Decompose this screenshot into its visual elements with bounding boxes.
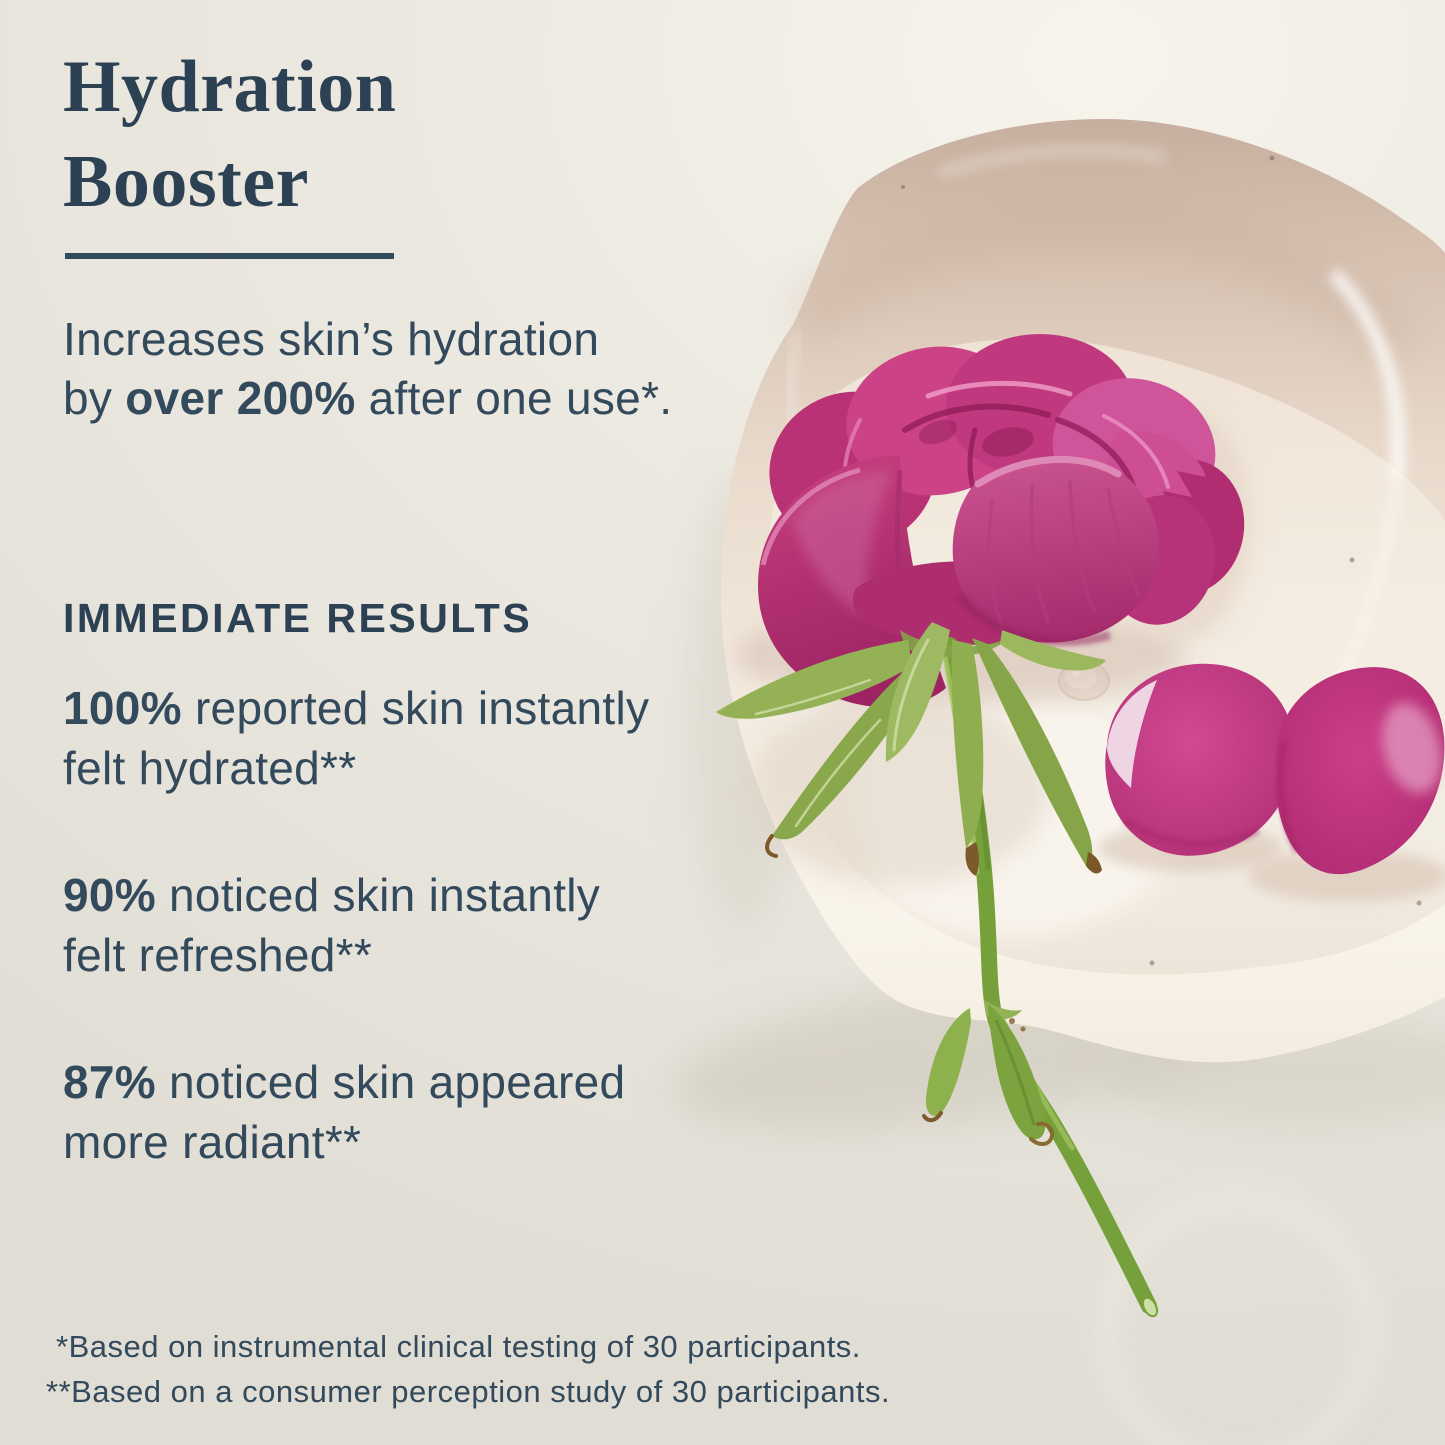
intro-line-2-post: after one use*. — [355, 372, 673, 424]
stat-hydrated-text-2: felt hydrated** — [63, 742, 357, 794]
intro-line-1: Increases skin’s hydration — [63, 313, 600, 365]
stat-radiant: 87% noticed skin appeared more radiant** — [63, 1052, 625, 1172]
title-line-2: Booster — [63, 141, 309, 223]
results-heading: IMMEDIATE RESULTS — [63, 595, 533, 641]
stat-radiant-text-2: more radiant** — [63, 1116, 362, 1168]
stat-radiant-text: noticed skin appeared — [155, 1056, 626, 1108]
stem-leaves — [922, 1000, 1055, 1146]
intro-claim: Increases skin’s hydration by over 200% a… — [63, 310, 672, 428]
footnotes: *Based on instrumental clinical testing … — [46, 1324, 890, 1414]
stat-refreshed-text: noticed skin instantly — [155, 869, 601, 921]
stat-refreshed-text-2: felt refreshed** — [63, 929, 373, 981]
footnote-clinical: *Based on instrumental clinical testing … — [56, 1329, 861, 1364]
stat-refreshed: 90% noticed skin instantly felt refreshed… — [63, 865, 600, 985]
rose-sepals — [716, 622, 1106, 876]
stat-refreshed-value: 90% — [63, 869, 156, 921]
dish-rim-shadow — [786, 200, 1420, 368]
footnote-perception: **Based on a consumer perception study o… — [46, 1374, 891, 1409]
water-ring — [1099, 1193, 1377, 1445]
stat-hydrated-text: reported skin instantly — [181, 682, 650, 734]
loose-petal-2 — [1275, 667, 1445, 875]
stat-hydrated: 100% reported skin instantly felt hydrate… — [63, 678, 649, 798]
stat-hydrated-value: 100% — [63, 682, 182, 734]
loose-petal-1 — [1105, 663, 1295, 856]
intro-line-2-pre: by — [63, 372, 126, 424]
title-line-1: Hydration — [63, 46, 397, 128]
page-title: Hydration Booster — [63, 40, 396, 230]
title-underline — [65, 253, 394, 259]
stem-leaf-left — [925, 1008, 971, 1116]
stat-radiant-value: 87% — [63, 1056, 156, 1108]
intro-claim-bold: over 200% — [125, 372, 356, 424]
